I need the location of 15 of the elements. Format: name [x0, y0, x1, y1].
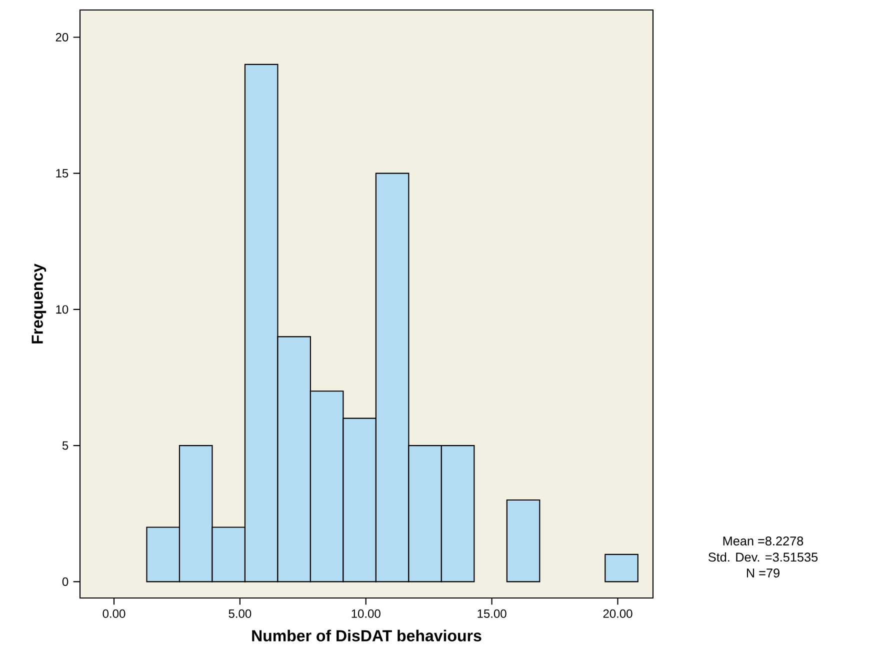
x-tick-label: 0.00 — [102, 609, 126, 618]
y-tick-label: 10 — [56, 305, 68, 314]
text: N =79 — [746, 568, 780, 578]
text: Std. Dev. =3.51535 — [708, 552, 818, 562]
y-tick-label: 5 — [62, 441, 68, 450]
x-tick-label: 10.00 — [352, 609, 380, 618]
y-tick-label: 0 — [62, 577, 68, 586]
text: Mean =8.2278 — [723, 536, 804, 546]
x-tick-label: 5.00 — [228, 609, 252, 618]
x-tick-label: 15.00 — [478, 609, 506, 618]
y-tick-label: 20 — [56, 32, 68, 42]
y-axis-title: Frequency — [32, 264, 46, 344]
x-tick-label: 20.00 — [603, 609, 632, 618]
y-tick-label: 15 — [56, 169, 68, 178]
x-axis-title: Number of DisDAT behaviours — [252, 630, 482, 642]
